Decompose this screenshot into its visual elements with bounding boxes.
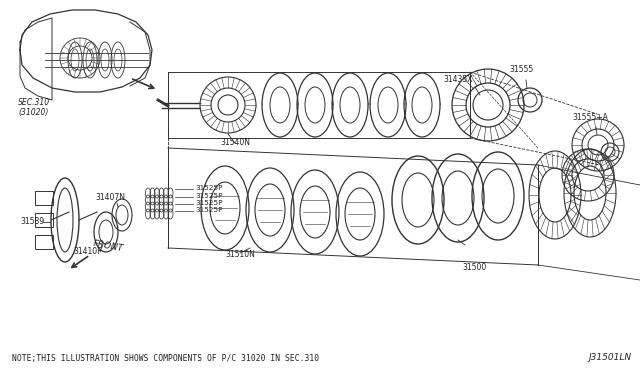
Text: 31589: 31589 — [20, 218, 44, 227]
Text: 31525P: 31525P — [195, 200, 223, 206]
Bar — [35, 213, 53, 227]
Text: 31525P: 31525P — [195, 207, 223, 213]
Text: SEC.310
(31020): SEC.310 (31020) — [18, 98, 50, 118]
Text: FRONT: FRONT — [92, 239, 124, 253]
Text: 31407N: 31407N — [95, 193, 125, 202]
Bar — [35, 235, 53, 249]
Text: 31540N: 31540N — [220, 138, 250, 147]
Text: 31435X: 31435X — [444, 75, 473, 84]
Text: 31555: 31555 — [510, 65, 534, 74]
Text: 31525P: 31525P — [195, 185, 223, 191]
Text: 31500: 31500 — [463, 263, 487, 272]
Text: 31410F: 31410F — [74, 247, 102, 256]
Text: 31510N: 31510N — [225, 250, 255, 259]
Bar — [35, 191, 53, 205]
Text: J31501LN: J31501LN — [589, 353, 632, 362]
Text: 31555+A: 31555+A — [572, 113, 608, 122]
Text: NOTE;THIS ILLUSTRATION SHOWS COMPONENTS OF P/C 31020 IN SEC.310: NOTE;THIS ILLUSTRATION SHOWS COMPONENTS … — [12, 353, 319, 362]
Text: 31525P: 31525P — [195, 193, 223, 199]
